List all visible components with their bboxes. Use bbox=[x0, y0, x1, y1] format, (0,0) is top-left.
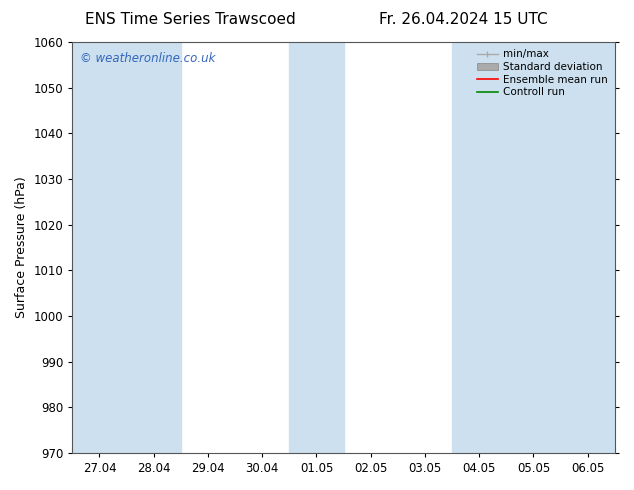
Bar bbox=[452, 42, 507, 453]
Text: Fr. 26.04.2024 15 UTC: Fr. 26.04.2024 15 UTC bbox=[378, 12, 547, 27]
Y-axis label: Surface Pressure (hPa): Surface Pressure (hPa) bbox=[15, 176, 28, 318]
Bar bbox=[507, 42, 560, 453]
Bar bbox=[289, 42, 344, 453]
Bar bbox=[560, 42, 615, 453]
Bar bbox=[127, 42, 181, 453]
Text: ENS Time Series Trawscoed: ENS Time Series Trawscoed bbox=[85, 12, 295, 27]
Bar bbox=[72, 42, 127, 453]
Legend: min/max, Standard deviation, Ensemble mean run, Controll run: min/max, Standard deviation, Ensemble me… bbox=[475, 47, 610, 99]
Text: © weatheronline.co.uk: © weatheronline.co.uk bbox=[81, 52, 216, 65]
